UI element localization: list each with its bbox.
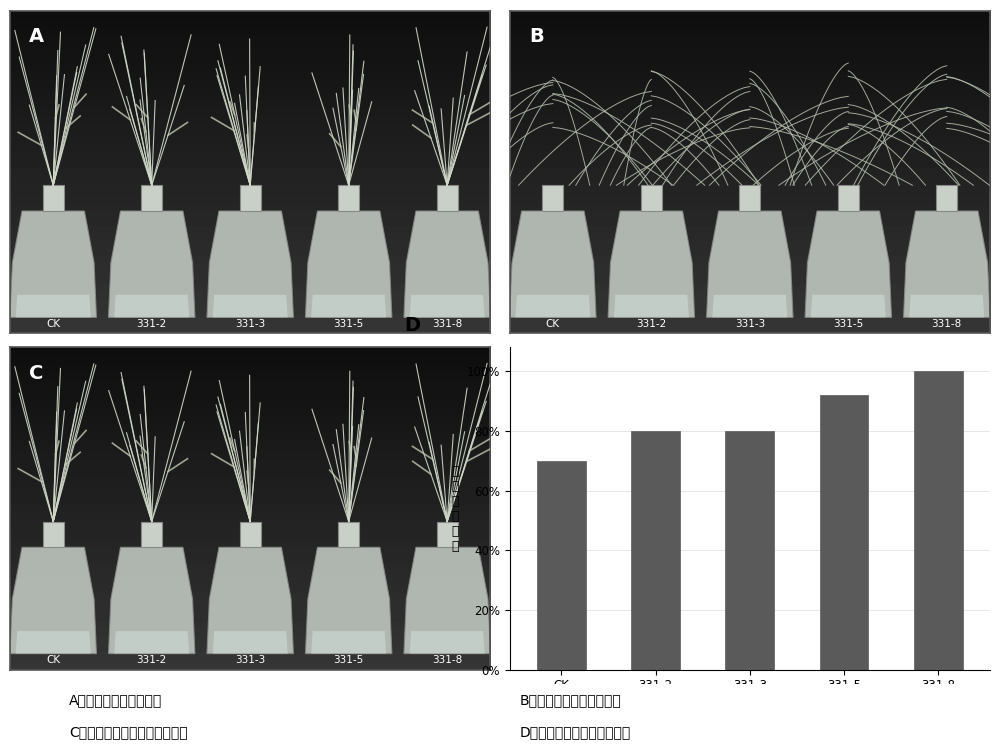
FancyBboxPatch shape [43, 185, 64, 211]
FancyBboxPatch shape [739, 185, 760, 211]
FancyBboxPatch shape [641, 185, 662, 211]
Text: CK: CK [546, 319, 560, 329]
Polygon shape [114, 295, 189, 317]
Polygon shape [805, 211, 892, 317]
Polygon shape [608, 211, 695, 317]
Bar [537, 461, 586, 670]
Polygon shape [114, 631, 189, 653]
Bar [725, 431, 774, 670]
Polygon shape [515, 295, 590, 317]
Text: 331-8: 331-8 [932, 319, 962, 329]
Text: 331-2: 331-2 [137, 655, 167, 665]
Bar [914, 372, 963, 670]
FancyBboxPatch shape [936, 185, 957, 211]
Polygon shape [207, 211, 293, 317]
Text: 331-3: 331-3 [235, 319, 265, 329]
Bar [820, 395, 868, 670]
FancyBboxPatch shape [542, 185, 563, 211]
Polygon shape [404, 211, 490, 317]
Polygon shape [904, 211, 990, 317]
FancyBboxPatch shape [141, 185, 162, 211]
Text: B：抗旱处理后苗生长状态: B：抗旱处理后苗生长状态 [520, 694, 621, 708]
FancyBboxPatch shape [43, 521, 64, 548]
Polygon shape [410, 631, 485, 653]
FancyBboxPatch shape [437, 521, 458, 548]
Text: A: A [29, 28, 44, 46]
Text: 331-8: 331-8 [432, 319, 462, 329]
Text: CK: CK [46, 655, 60, 665]
Polygon shape [707, 211, 793, 317]
Text: 331-5: 331-5 [833, 319, 863, 329]
FancyBboxPatch shape [240, 521, 261, 548]
FancyBboxPatch shape [338, 521, 359, 548]
Bar [631, 431, 680, 670]
Polygon shape [213, 631, 288, 653]
Polygon shape [213, 295, 288, 317]
Polygon shape [16, 295, 91, 317]
Text: D：抗旱处理后的存活率统计: D：抗旱处理后的存活率统计 [520, 725, 631, 739]
Polygon shape [305, 548, 392, 653]
FancyBboxPatch shape [240, 185, 261, 211]
Text: 331-5: 331-5 [334, 319, 364, 329]
Text: B: B [529, 28, 544, 46]
Text: C：正常培养一周后苗生长状态: C：正常培养一周后苗生长状态 [69, 725, 187, 739]
Text: C: C [29, 363, 44, 383]
Text: 331-2: 331-2 [636, 319, 666, 329]
Polygon shape [108, 548, 195, 653]
Polygon shape [909, 295, 984, 317]
Polygon shape [614, 295, 689, 317]
Text: CK: CK [46, 319, 60, 329]
Text: 331-3: 331-3 [235, 655, 265, 665]
Polygon shape [404, 548, 490, 653]
FancyBboxPatch shape [141, 521, 162, 548]
Polygon shape [108, 211, 195, 317]
Polygon shape [811, 295, 886, 317]
Text: D: D [404, 316, 420, 334]
FancyBboxPatch shape [338, 185, 359, 211]
Y-axis label: 耐
旱
苗
存
活
率: 耐 旱 苗 存 活 率 [452, 465, 459, 553]
Polygon shape [10, 211, 96, 317]
FancyBboxPatch shape [838, 185, 859, 211]
Text: 331-2: 331-2 [137, 319, 167, 329]
Polygon shape [311, 295, 386, 317]
Text: 331-3: 331-3 [735, 319, 765, 329]
Polygon shape [510, 211, 596, 317]
Text: 331-8: 331-8 [432, 655, 462, 665]
Text: A：抗处理前苗生长状态: A：抗处理前苗生长状态 [69, 694, 162, 708]
Polygon shape [311, 631, 386, 653]
Polygon shape [712, 295, 787, 317]
Polygon shape [207, 548, 293, 653]
Polygon shape [305, 211, 392, 317]
Polygon shape [16, 631, 91, 653]
FancyBboxPatch shape [437, 185, 458, 211]
Polygon shape [10, 548, 96, 653]
Polygon shape [410, 295, 485, 317]
Text: 331-5: 331-5 [334, 655, 364, 665]
